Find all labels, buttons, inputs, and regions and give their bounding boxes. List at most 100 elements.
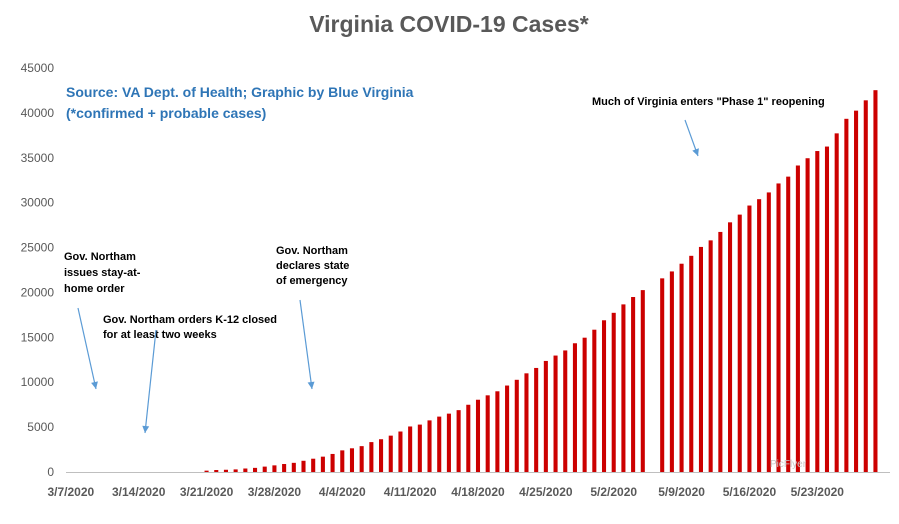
x-tick-label: 5/9/2020 <box>658 485 705 499</box>
annotation-arrowhead <box>307 381 315 389</box>
annotation-arrowhead <box>692 148 699 156</box>
y-tick-label: 25000 <box>21 241 55 255</box>
annotation-arrow <box>77 307 97 390</box>
x-axis: 3/7/2020 3/14/2020 3/21/2020 3/28/2020 4/4/2… <box>47 472 890 499</box>
bar-4-8 <box>379 439 384 472</box>
bar-5-29 <box>873 90 878 473</box>
bar-5-21 <box>795 165 800 472</box>
bar-4-17 <box>466 404 471 472</box>
bar-4-24 <box>534 367 539 472</box>
bar-3-21 <box>204 470 209 472</box>
bar-5-2 <box>611 312 616 472</box>
x-tick-label: 3/7/2020 <box>47 485 94 499</box>
bar-5-24 <box>824 146 830 472</box>
bar-5-27 <box>854 110 859 472</box>
bar-5-3 <box>621 304 626 472</box>
bar-3-23 <box>223 469 228 472</box>
x-tick-label: 4/11/2020 <box>384 485 437 499</box>
bar-4-4 <box>340 450 345 472</box>
annotation-text: of emergency <box>276 275 348 287</box>
annotation-text: Gov. Northam <box>64 251 136 263</box>
bar-5-4 <box>631 297 636 472</box>
y-tick-label: 35000 <box>21 151 55 165</box>
chart-title: Virginia COVID-19 Cases* <box>309 11 589 37</box>
bar-4-12 <box>417 424 422 472</box>
bar-5-23 <box>815 151 820 473</box>
x-tick-label: 5/23/2020 <box>791 485 845 499</box>
annotation-1: Gov. Northam issues stay-at-home order <box>64 251 141 390</box>
bar-5-25 <box>834 133 839 473</box>
annotation-text: for at least two weeks <box>103 329 217 341</box>
x-tick-label: 4/18/2020 <box>451 485 505 499</box>
bar-5-14 <box>728 222 733 472</box>
bar-4-7 <box>369 442 374 472</box>
bar-3-29 <box>282 464 287 472</box>
x-tick-label: 5/16/2020 <box>723 485 777 499</box>
y-tick-label: 30000 <box>21 196 55 210</box>
y-axis: 0 5000 10000 15000 20000 25000 30000 35000 40000… <box>21 61 55 479</box>
bar-5-9 <box>679 263 684 472</box>
bar-4-22 <box>514 379 519 472</box>
bars-series <box>204 90 878 473</box>
bar-4-27 <box>563 350 568 472</box>
y-tick-label: 40000 <box>21 106 55 120</box>
bar-4-29 <box>582 337 587 472</box>
bar-4-21 <box>505 385 510 472</box>
x-tick-label: 3/28/2020 <box>248 485 302 499</box>
bar-5-18 <box>766 192 771 472</box>
bar-4-23 <box>524 373 529 472</box>
bar-5-28 <box>863 100 868 472</box>
bar-3-25 <box>243 468 248 472</box>
bar-4-2 <box>320 456 325 472</box>
bar-4-19 <box>485 395 490 472</box>
annotation-4: Much of Virginia enters "Phase 1" reopen… <box>592 96 825 157</box>
bar-3-28 <box>272 465 277 472</box>
bar-4-20 <box>495 391 500 472</box>
bar-5-26 <box>844 118 849 472</box>
bar-5-15 <box>737 214 742 473</box>
bar-4-30 <box>592 329 597 472</box>
bar-3-30 <box>291 462 296 472</box>
annotation-text: home order <box>64 283 125 295</box>
annotation-text: Much of Virginia enters "Phase 1" reopen… <box>592 96 825 108</box>
bar-4-9 <box>388 435 393 472</box>
y-tick-label: 15000 <box>21 330 55 344</box>
annotation-arrowhead <box>142 425 150 433</box>
annotation-arrowhead <box>91 381 98 389</box>
annotation-arrow <box>144 329 157 434</box>
x-tick-label: 3/21/2020 <box>180 485 234 499</box>
bar-4-14 <box>437 416 442 472</box>
bar-5-5 <box>640 290 645 472</box>
annotation-text: Gov. Northam <box>276 245 348 257</box>
x-tick-label: 4/25/2020 <box>519 485 573 499</box>
bar-4-6 <box>359 446 364 472</box>
bar-5-20 <box>786 176 791 472</box>
bar-3-27 <box>262 466 267 472</box>
bar-5-12 <box>708 240 713 472</box>
bar-5-8 <box>669 271 674 472</box>
bar-4-5 <box>349 448 355 472</box>
annotation-2: Gov. Northam orders K-12 closed for at le… <box>103 314 277 434</box>
bar-5-16 <box>747 205 752 473</box>
annotation-text: declares state <box>276 260 349 272</box>
y-tick-label: 20000 <box>21 285 55 299</box>
annotation-text: issues stay-at- <box>64 267 141 279</box>
annotation-arrow <box>299 299 313 390</box>
bar-4-11 <box>408 426 413 472</box>
bar-4-13 <box>427 420 432 472</box>
bar-5-17 <box>757 199 762 473</box>
bar-4-28 <box>572 343 577 472</box>
source-note-line-1: Source: VA Dept. of Health; Graphic by B… <box>66 84 414 100</box>
bar-4-1 <box>311 458 316 472</box>
annotation-3: Gov. Northam declares state of emergency <box>276 245 349 390</box>
source-note-line-2: (*confirmed + probable cases) <box>66 105 266 121</box>
bar-5-11 <box>698 246 703 472</box>
bar-4-25 <box>543 360 548 472</box>
bar-5-7 <box>660 278 665 472</box>
y-tick-label: 10000 <box>21 375 55 389</box>
bar-4-10 <box>398 431 403 472</box>
bar-3-24 <box>233 469 238 472</box>
